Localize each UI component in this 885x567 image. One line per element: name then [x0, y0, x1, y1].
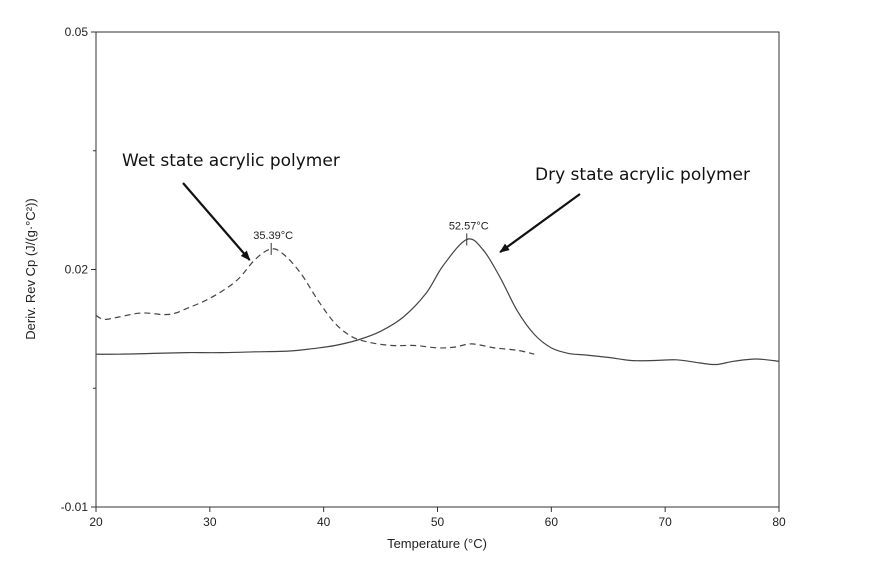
x-tick-label: 20	[89, 515, 103, 529]
x-tick-label: 60	[545, 515, 559, 529]
x-tick-label: 40	[317, 515, 331, 529]
y-axis-title: Deriv. Rev Cp (J/(g·°C²))	[23, 198, 38, 339]
y-tick-label: -0.01	[61, 500, 89, 514]
annotation-text: Dry state acrylic polymer	[535, 165, 750, 185]
x-axis-title: Temperature (°C)	[387, 536, 487, 551]
plot-frame	[95, 31, 780, 508]
peaks-group: 35.39°C 52.57°C	[253, 220, 489, 255]
peak-label: 35.39°C	[253, 230, 293, 242]
series-line-dashed	[95, 248, 535, 355]
annotation-arrow	[182, 182, 251, 261]
y-tick-label: 0.05	[65, 25, 89, 39]
x-tick-label: 30	[203, 515, 217, 529]
peak-label: 52.57°C	[449, 220, 489, 232]
y-tick-label: 0.02	[65, 263, 89, 277]
y-axis-ticks: -0.01 0.02 0.05	[61, 25, 96, 514]
x-tick-label: 70	[658, 515, 672, 529]
x-tick-label: 80	[772, 515, 786, 529]
x-axis-ticks: 20 30 40 50 60 70 80	[89, 507, 786, 529]
annotations-group: Wet state acrylic polymer Dry state acryl…	[122, 151, 750, 261]
series-line-solid	[95, 238, 780, 366]
series-group	[95, 238, 780, 366]
annotation-arrow	[499, 193, 581, 253]
x-tick-label: 50	[431, 515, 445, 529]
annotation-text: Wet state acrylic polymer	[122, 151, 340, 171]
